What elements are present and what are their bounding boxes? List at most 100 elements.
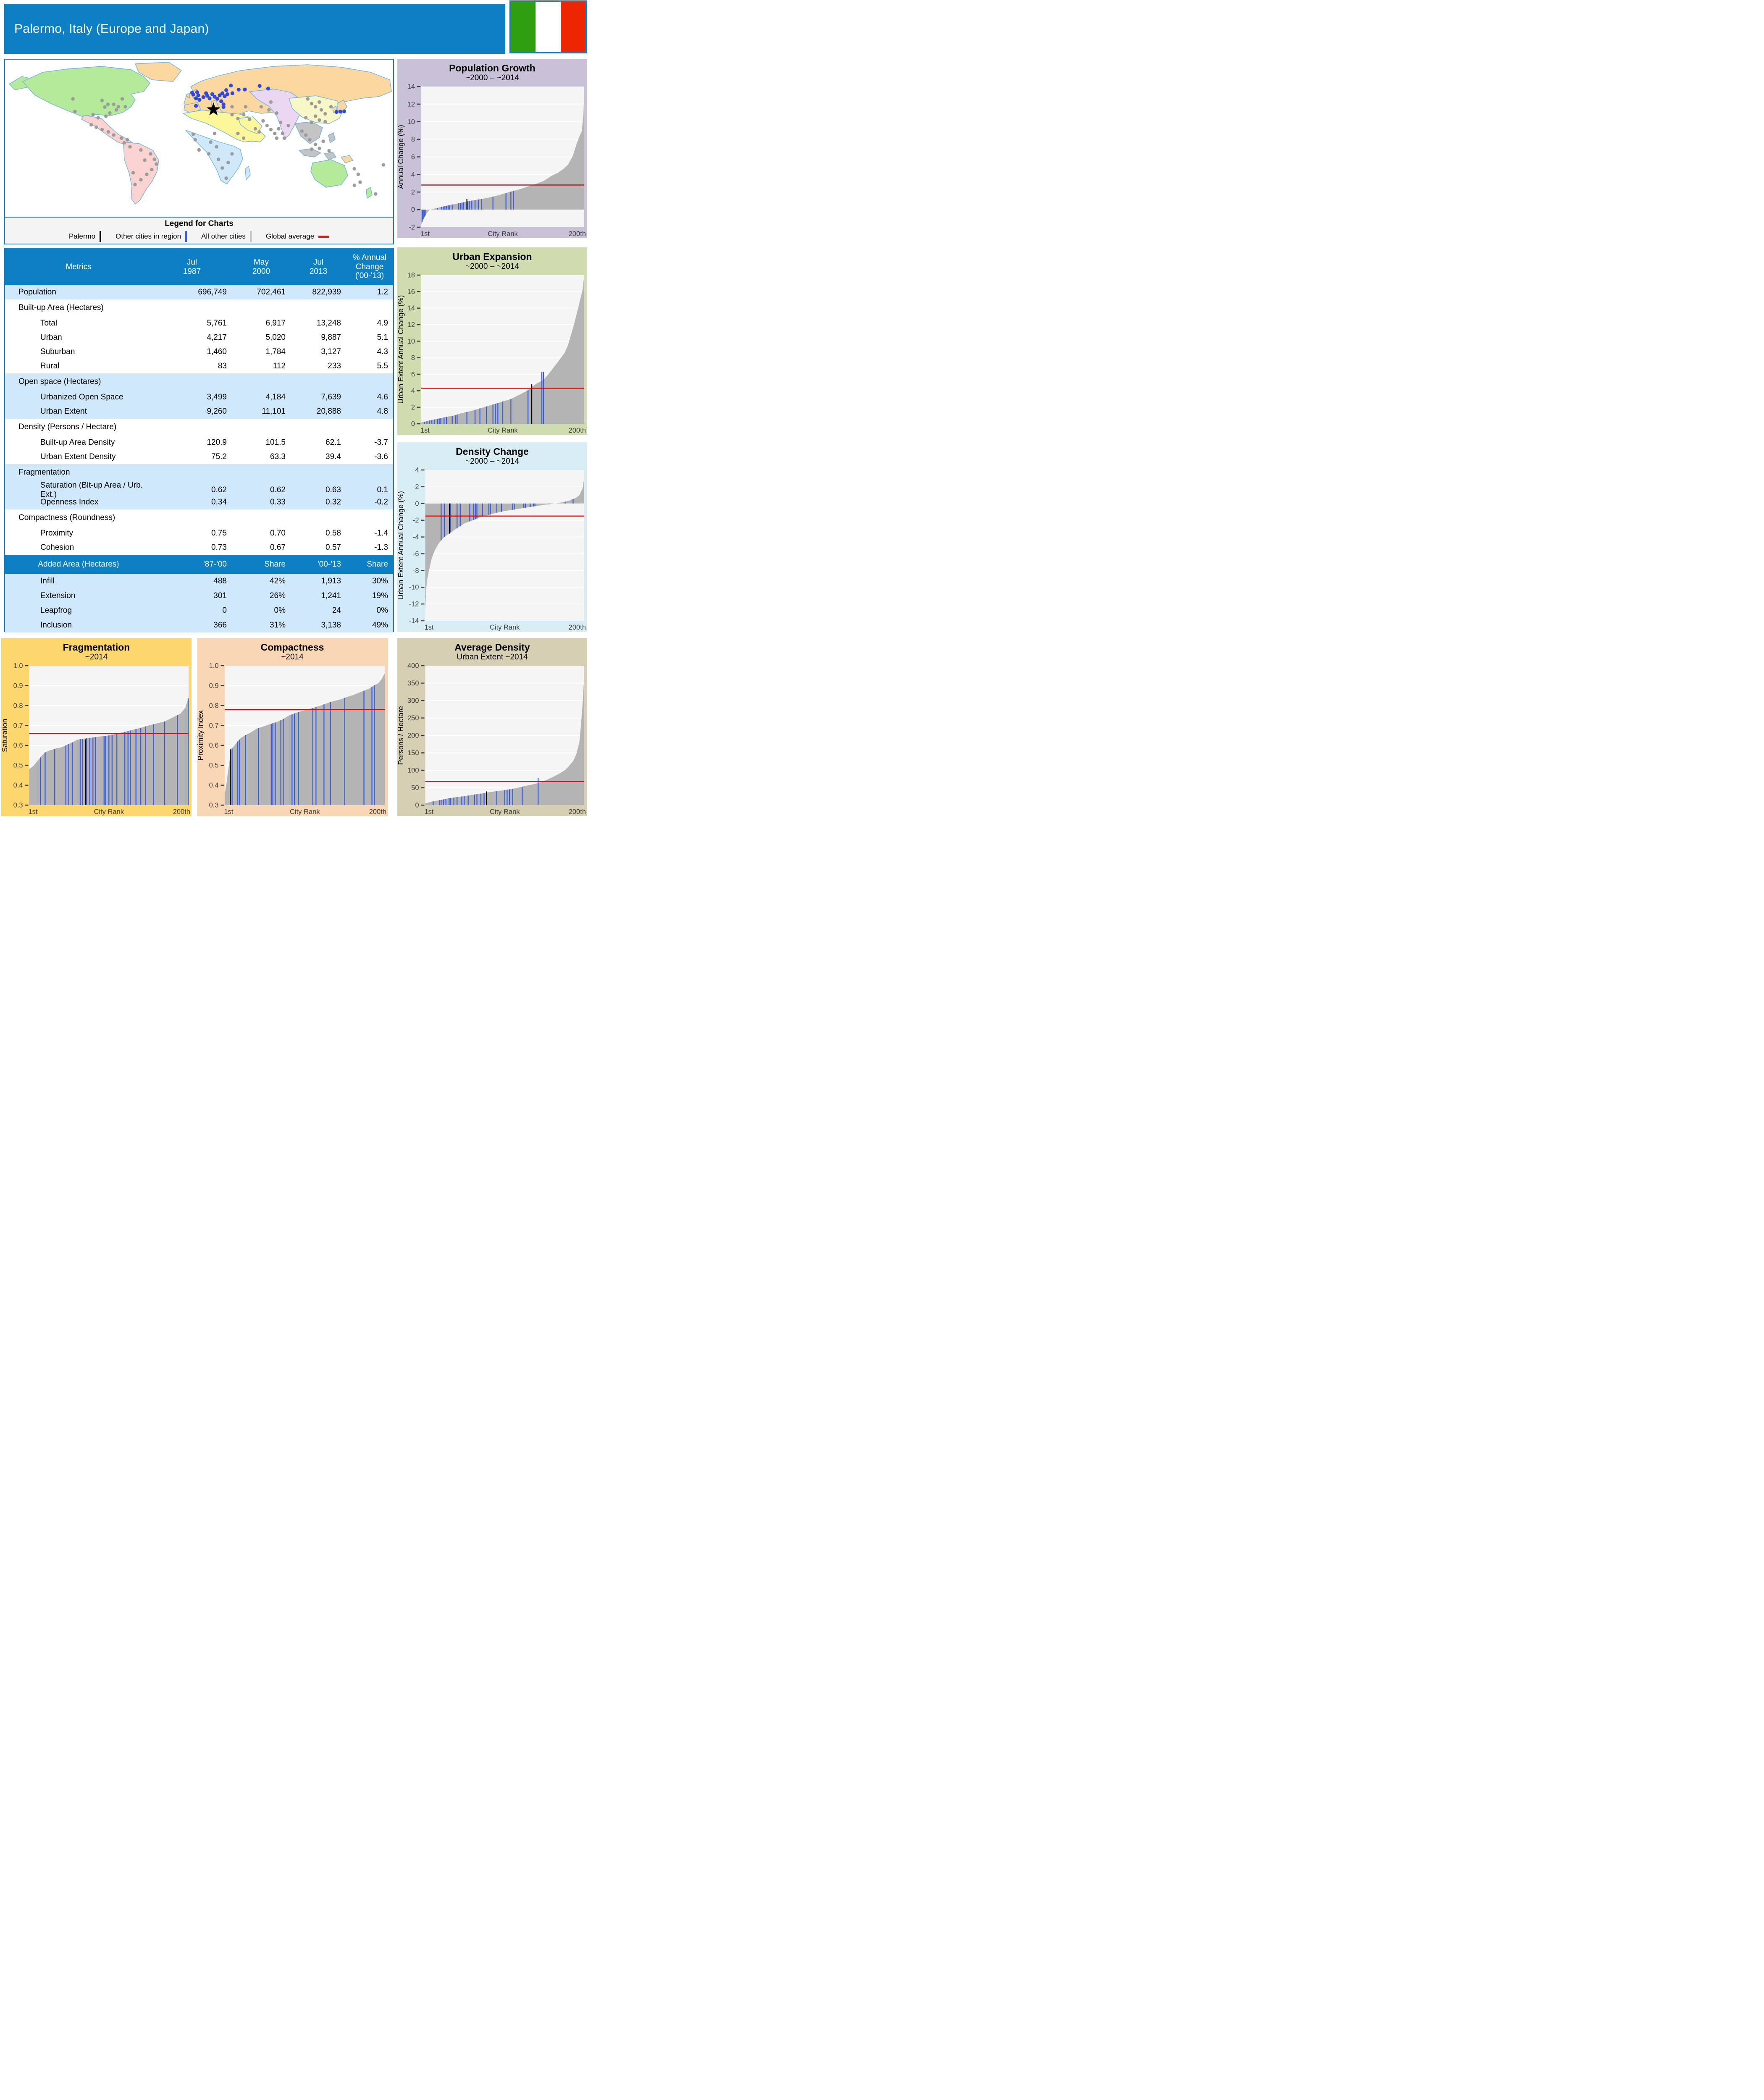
- y-tick-label: 0.8: [13, 702, 23, 710]
- other-city-dot-icon: [304, 116, 308, 120]
- world-map: [4, 59, 394, 218]
- chart-title: Urban Expansion: [452, 251, 532, 262]
- row-value: 0.73: [211, 543, 227, 552]
- other-city-dot-icon: [230, 113, 234, 117]
- y-tick-label: 1.0: [209, 663, 219, 670]
- other-city-dot-icon: [91, 113, 95, 117]
- other-city-dot-icon: [318, 118, 321, 122]
- x-axis-label: City Rank: [290, 808, 320, 816]
- row-value: -3.6: [374, 452, 388, 461]
- y-tick-label: 2: [415, 483, 419, 491]
- row-value: 0.57: [326, 543, 341, 552]
- other-city-dot-icon: [236, 117, 240, 121]
- legend-bar-swatch-icon: [185, 231, 187, 242]
- row-value: 0.1: [377, 486, 388, 494]
- row-label: Urban: [40, 333, 62, 342]
- row-value: 1,241: [321, 591, 341, 600]
- other-city-dot-icon: [150, 168, 154, 171]
- legend-item-palermo: Palermo: [68, 231, 102, 242]
- other-city-dot-icon: [89, 123, 93, 127]
- row-value: 4,184: [265, 393, 286, 402]
- other-city-dot-icon: [143, 158, 147, 162]
- other-city-dot-icon: [267, 108, 271, 112]
- row-label: Leapfrog: [40, 606, 72, 615]
- row-value: 120.9: [207, 438, 227, 447]
- other-city-dot-icon: [120, 97, 124, 101]
- row-value: -3.7: [374, 438, 388, 447]
- other-city-dot-icon: [253, 127, 257, 131]
- y-tick-label: 0: [411, 206, 415, 214]
- region-city-dot-icon: [195, 90, 199, 94]
- chart-svg-population-growth: -2 0 2 4 6 8 10 12 14 Annual Change (%) 1st City Ra…: [397, 84, 586, 238]
- y-axis-label: Urban Extent Annual Change (%): [397, 491, 405, 600]
- y-tick-label: 0: [415, 500, 419, 508]
- row-value: 1.2: [377, 288, 388, 297]
- row-label: Proximity: [40, 529, 74, 538]
- row-label: Extension: [40, 591, 76, 600]
- row-value: 5.1: [377, 333, 388, 342]
- legend-bar-swatch-icon: [249, 231, 252, 242]
- y-tick-label: 16: [407, 288, 415, 296]
- x-first-label: 1st: [224, 808, 234, 816]
- x-first-label: 1st: [425, 808, 434, 816]
- y-tick-label: 0.4: [209, 782, 219, 789]
- other-city-dot-icon: [155, 162, 158, 166]
- row-value: 0.67: [270, 543, 286, 552]
- other-city-dot-icon: [308, 138, 312, 142]
- other-city-dot-icon: [215, 145, 218, 149]
- chart-subtitle: ~2014: [85, 653, 108, 662]
- other-city-dot-icon: [139, 178, 143, 182]
- chart-fragmentation: Fragmentation ~2014 0.3 0.4 0.5 0.6 0.7 0.8 0.…: [1, 638, 192, 816]
- x-first-label: 1st: [420, 230, 430, 238]
- y-tick-label: 18: [407, 273, 415, 279]
- chart-subtitle: ~2000 – ~2014: [465, 457, 519, 466]
- other-city-dot-icon: [230, 152, 234, 156]
- row-value: 1,784: [265, 347, 286, 356]
- region-city-dot-icon: [229, 84, 233, 88]
- legend-item-label: Palermo: [68, 232, 96, 240]
- chart-subtitle: Urban Extent ~2014: [457, 653, 528, 662]
- y-tick-label: 0.4: [13, 782, 23, 789]
- y-tick-label: -2: [409, 224, 415, 231]
- y-tick-label: 0.3: [13, 802, 23, 809]
- other-city-dot-icon: [358, 180, 362, 184]
- region-city-dot-icon: [210, 92, 215, 96]
- row-value: 112: [273, 362, 286, 370]
- chart-subtitle: ~2000 – ~2014: [465, 262, 519, 271]
- row-value: 19%: [372, 591, 388, 600]
- region-city-dot-icon: [219, 99, 223, 103]
- row-value: 233: [328, 362, 341, 370]
- other-city-dot-icon: [145, 172, 149, 176]
- header-bar: Palermo, Italy (Europe and Japan): [4, 4, 505, 54]
- row-value: 9,887: [321, 333, 341, 342]
- legend-item-label: Other cities in region: [116, 232, 181, 240]
- other-city-dot-icon: [193, 138, 197, 142]
- row-value: Share: [264, 559, 286, 569]
- table-row: Extension 301 26% 1,241 19%: [5, 588, 393, 603]
- table-row: Urbanized Open Space 3,499 4,184 7,639 4.6: [5, 390, 393, 404]
- table-row: Population 696,749 702,461 822,939 1.2: [5, 285, 393, 299]
- other-city-dot-icon: [352, 167, 356, 171]
- other-city-dot-icon: [244, 105, 248, 109]
- y-axis-label: Proximity Index: [197, 710, 205, 761]
- other-city-dot-icon: [314, 142, 318, 147]
- table-row: Leapfrog 0 0% 24 0%: [5, 603, 393, 618]
- row-value: 0%: [274, 606, 286, 615]
- row-value: 1,913: [321, 576, 341, 585]
- other-city-dot-icon: [217, 158, 220, 161]
- other-city-dot-icon: [96, 116, 100, 120]
- region-city-dot-icon: [197, 98, 202, 102]
- x-axis-label: City Rank: [488, 427, 518, 434]
- italy-flag-icon: [509, 0, 587, 53]
- chart-urban-expansion: Urban Expansion ~2000 – ~2014 0 2 4 6 8 10 12 1…: [397, 247, 587, 435]
- y-axis-label: Saturation: [1, 719, 9, 752]
- region-city-dot-icon: [230, 91, 235, 95]
- region-city-dot-icon: [220, 91, 225, 95]
- x-axis-label: City Rank: [490, 624, 520, 631]
- y-tick-label: -12: [409, 601, 419, 608]
- table-row: Saturation (Blt-up Area / Urb. Ext.) 0.62…: [5, 481, 393, 499]
- chart-plot: 0.3 0.4 0.5 0.6 0.7 0.8 0.9 1.0 Proximity Index 1…: [197, 663, 388, 816]
- y-tick-label: -6: [413, 550, 419, 558]
- y-tick-label: 4: [411, 171, 415, 178]
- map-region-madagascar: [245, 166, 251, 180]
